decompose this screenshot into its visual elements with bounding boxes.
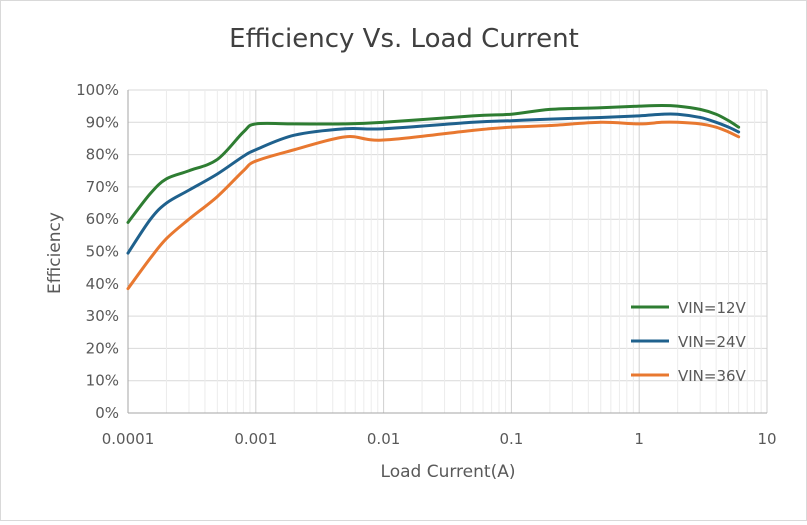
- x-tick-label: 10: [757, 430, 776, 448]
- series-line-vin-24v: [126, 112, 741, 255]
- y-tick-label: 40%: [86, 275, 119, 293]
- series-layer: [126, 104, 741, 291]
- y-tick-label: 80%: [86, 146, 119, 164]
- y-tick-label: 30%: [86, 307, 119, 325]
- x-tick-label: 0.0001: [102, 430, 155, 448]
- y-tick-label: 0%: [95, 404, 119, 422]
- y-tick-label: 10%: [86, 372, 119, 390]
- series-line-vin-12v: [126, 104, 741, 224]
- legend-label: VIN=36V: [678, 367, 747, 385]
- y-tick-label: 20%: [86, 339, 119, 357]
- legend-label: VIN=12V: [678, 299, 747, 317]
- x-axis-label: Load Current(A): [381, 462, 516, 482]
- y-axis-label: Efficiency: [45, 212, 65, 294]
- axis-layer: 0.0001 0.001 0.01 0.1 1 100%10%20%30%40%50%60…: [76, 81, 776, 448]
- x-tick-label: 1: [634, 430, 644, 448]
- y-tick-label: 70%: [86, 178, 119, 196]
- y-tick-label: 100%: [76, 81, 119, 99]
- chart-title: Efficiency Vs. Load Current: [229, 24, 579, 54]
- grid-layer: [127, 89, 768, 413]
- x-tick-label: 0.1: [499, 430, 523, 448]
- legend-item: VIN=24V: [631, 333, 747, 351]
- x-tick-label: 0.001: [234, 430, 277, 448]
- y-tick-label: 50%: [86, 243, 119, 261]
- legend-label: VIN=24V: [678, 333, 747, 351]
- y-tick-label: 60%: [86, 210, 119, 228]
- series-line-vin-36v: [126, 120, 741, 291]
- legend-item: VIN=36V: [631, 367, 747, 385]
- x-tick-label: 0.01: [367, 430, 400, 448]
- y-tick-label: 90%: [86, 113, 119, 131]
- legend-item: VIN=12V: [631, 299, 747, 317]
- legend: VIN=12V VIN=24V VIN=36V: [631, 299, 747, 385]
